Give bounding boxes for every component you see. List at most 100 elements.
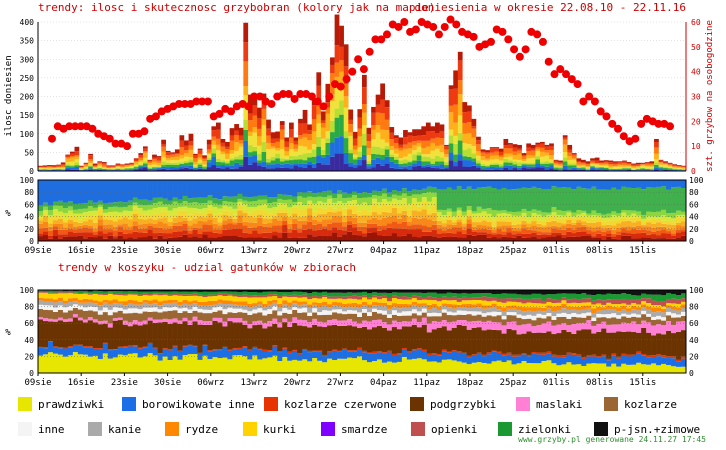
report-bar-segment (444, 168, 449, 171)
report-bar-segment (421, 154, 427, 157)
legend-label: kanie (108, 422, 142, 436)
species-share-segment (651, 294, 657, 301)
species-share-segment (626, 323, 632, 332)
y2-tick-label: 10 (691, 142, 701, 151)
species-share-segment (461, 325, 467, 353)
species-share-segment (536, 352, 542, 355)
report-bar-segment (142, 167, 148, 171)
report-bar-segment (448, 85, 454, 90)
species-share-segment (42, 318, 49, 322)
species-share-segment (197, 294, 203, 297)
region-share-segment (486, 208, 492, 214)
region-share-segment (347, 224, 353, 232)
report-bar-segment (562, 161, 568, 166)
region-share-segment (681, 211, 687, 215)
region-share-segment (521, 208, 527, 213)
species-share-segment (636, 351, 642, 354)
region-share-segment (38, 180, 44, 206)
species-share-segment (451, 321, 458, 328)
report-bar-segment (371, 129, 376, 140)
report-bar-segment (279, 158, 285, 162)
report-bar-segment (476, 155, 481, 161)
region-share-segment (307, 208, 313, 216)
species-share-segment (506, 305, 512, 309)
species-share-segment (386, 324, 393, 331)
species-share-segment (322, 327, 328, 355)
region-share-segment (521, 187, 527, 209)
species-share-segment (656, 290, 662, 295)
report-bar-segment (553, 168, 559, 170)
region-share-segment (257, 237, 263, 241)
region-share-segment (666, 212, 672, 218)
report-bar-segment (220, 162, 226, 166)
report-bar-segment (453, 161, 459, 167)
species-share-segment (192, 303, 198, 307)
region-share-segment (197, 203, 203, 210)
region-share-segment (102, 219, 109, 225)
report-bar-segment (676, 165, 682, 166)
report-bar-segment (439, 152, 445, 158)
report-bar-segment (111, 167, 116, 169)
species-share-segment (197, 354, 203, 360)
region-share-segment (342, 203, 348, 209)
report-bar-segment (339, 46, 344, 61)
species-share-segment (277, 360, 283, 373)
report-bar-segment (279, 121, 285, 126)
report-bar-segment (275, 163, 281, 168)
region-share-segment (342, 215, 348, 222)
report-bar-segment (47, 168, 52, 169)
region-share-segment (237, 204, 243, 211)
report-bar-segment (152, 166, 157, 168)
report-bar-segment (188, 165, 194, 169)
species-share-segment (656, 365, 662, 373)
report-bar-segment (69, 157, 75, 162)
species-share-segment (132, 300, 138, 305)
report-bar-segment (530, 158, 536, 164)
species-share-segment (556, 317, 562, 325)
report-bar-segment (316, 136, 322, 147)
report-bar-segment (307, 161, 313, 166)
region-share-segment (546, 189, 552, 213)
species-share-segment (511, 293, 517, 299)
region-share-segment (57, 223, 64, 230)
species-share-segment (626, 294, 632, 300)
report-bar-segment (298, 159, 303, 164)
region-share-segment (272, 235, 278, 241)
report-bar-segment (334, 153, 340, 171)
report-bar-segment (526, 143, 532, 148)
species-share-segment (82, 298, 89, 303)
region-share-segment (501, 231, 507, 235)
species-share-segment (461, 304, 467, 308)
report-bar-segment (603, 167, 609, 169)
species-share-segment (681, 308, 687, 312)
species-share-segment (232, 318, 238, 323)
species-share-segment (421, 317, 428, 325)
species-share-segment (62, 303, 69, 308)
region-share-segment (202, 213, 208, 218)
report-bar-segment (366, 154, 372, 162)
region-share-segment (496, 229, 502, 235)
species-share-segment (371, 353, 378, 362)
efficiency-point (290, 94, 299, 103)
species-share-segment (192, 345, 198, 347)
species-share-segment (461, 290, 467, 293)
species-share-segment (496, 306, 502, 310)
species-share-segment (222, 300, 228, 305)
species-share-segment (581, 358, 587, 366)
species-share-segment (406, 292, 413, 298)
region-share-segment (157, 227, 163, 233)
species-share-segment (456, 290, 462, 294)
region-share-segment (496, 180, 502, 190)
y-tick-label: 80 (24, 188, 34, 197)
report-bar-segment (526, 164, 532, 167)
species-share-segment (606, 293, 612, 300)
report-bar-segment (444, 149, 449, 155)
report-bar-segment (576, 162, 582, 165)
region-share-segment (606, 220, 612, 225)
report-bar-segment (284, 141, 290, 147)
region-share-segment (516, 233, 522, 236)
species-share-segment (596, 299, 602, 304)
species-share-segment (566, 306, 572, 310)
region-share-segment (456, 222, 462, 228)
report-bar-segment (257, 107, 262, 119)
